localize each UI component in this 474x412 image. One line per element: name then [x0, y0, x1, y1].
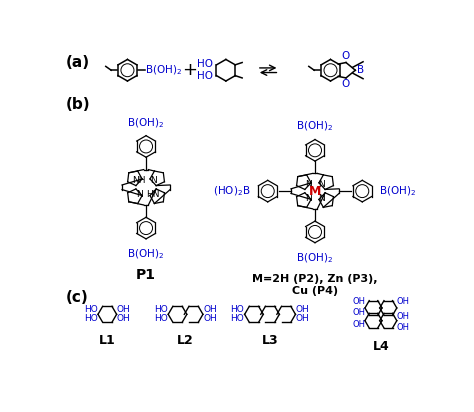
Text: N: N	[150, 176, 156, 185]
Text: OH: OH	[296, 305, 310, 314]
Text: NH: NH	[132, 176, 146, 185]
Text: O: O	[341, 51, 349, 61]
Text: N: N	[305, 194, 311, 203]
Text: N: N	[319, 180, 325, 189]
Text: +: +	[182, 61, 197, 79]
Text: N: N	[136, 190, 143, 199]
Text: OH: OH	[117, 305, 131, 314]
Text: L2: L2	[177, 334, 194, 346]
Text: B(OH)$_2$: B(OH)$_2$	[296, 120, 334, 133]
Text: HO: HO	[154, 305, 168, 314]
Text: OH: OH	[296, 314, 310, 323]
Text: OH: OH	[352, 321, 365, 330]
Text: OH: OH	[117, 314, 131, 323]
Text: HO: HO	[230, 314, 244, 323]
Text: HO: HO	[154, 314, 168, 323]
Text: B: B	[357, 65, 364, 75]
Text: OH: OH	[396, 312, 410, 321]
Text: B(OH)$_2$: B(OH)$_2$	[128, 247, 164, 261]
Text: N: N	[319, 194, 325, 203]
Text: B(OH)$_2$: B(OH)$_2$	[145, 63, 182, 77]
Text: HN: HN	[146, 190, 160, 199]
Text: B(OH)$_2$: B(OH)$_2$	[379, 184, 417, 198]
Text: (HO)$_2$B: (HO)$_2$B	[213, 184, 251, 198]
Text: HO: HO	[198, 71, 213, 82]
Text: OH: OH	[203, 314, 217, 323]
Text: OH: OH	[203, 305, 217, 314]
Text: OH: OH	[352, 297, 365, 306]
Text: N: N	[305, 180, 311, 189]
Text: M=2H (P2), Zn (P3),
Cu (P4): M=2H (P2), Zn (P3), Cu (P4)	[252, 274, 378, 296]
Text: HO: HO	[198, 59, 213, 69]
Text: B(OH)$_2$: B(OH)$_2$	[128, 116, 164, 129]
Text: L3: L3	[262, 334, 278, 346]
Text: L1: L1	[99, 334, 116, 346]
Text: HO: HO	[84, 305, 98, 314]
Text: OH: OH	[396, 297, 410, 306]
Text: (b): (b)	[65, 97, 90, 112]
Text: L4: L4	[373, 340, 389, 353]
Text: OH: OH	[396, 323, 410, 332]
Text: (c): (c)	[65, 290, 88, 305]
Text: HO: HO	[84, 314, 98, 323]
Text: (a): (a)	[65, 55, 90, 70]
Text: P1: P1	[136, 268, 156, 282]
Text: M: M	[309, 185, 321, 198]
Text: HO: HO	[230, 305, 244, 314]
Text: B(OH)$_2$: B(OH)$_2$	[296, 251, 334, 265]
Text: O: O	[341, 80, 349, 89]
Text: OH: OH	[352, 308, 365, 317]
